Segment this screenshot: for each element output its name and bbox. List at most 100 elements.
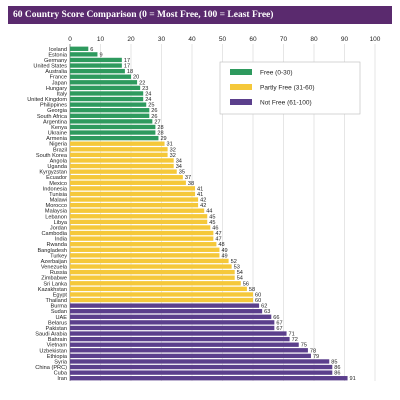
category-label: Sudan bbox=[51, 309, 67, 315]
data-label: 17 bbox=[124, 58, 130, 64]
category-label: Uzbekistan bbox=[39, 348, 67, 354]
bar bbox=[70, 96, 144, 102]
legend-swatch bbox=[230, 84, 252, 90]
data-label: 41 bbox=[197, 186, 203, 192]
category-label: Bahrain bbox=[48, 337, 67, 343]
category-label: United States bbox=[33, 64, 67, 70]
legend-label: Partly Free (31-60) bbox=[260, 84, 315, 91]
category-label: Kenya bbox=[51, 125, 68, 131]
data-label: 37 bbox=[185, 175, 191, 181]
bar bbox=[70, 191, 196, 197]
bar bbox=[70, 336, 290, 342]
bar bbox=[70, 141, 165, 146]
data-label: 60 bbox=[255, 298, 261, 304]
category-label: Lebanon bbox=[45, 214, 67, 220]
category-label: Syria bbox=[54, 359, 68, 365]
data-label: 52 bbox=[231, 259, 237, 265]
category-label: Mexico bbox=[49, 181, 67, 187]
category-label: Iran bbox=[57, 376, 67, 382]
tick-label: 70 bbox=[280, 36, 288, 43]
data-label: 38 bbox=[188, 181, 194, 187]
tick-label: 10 bbox=[97, 36, 105, 43]
bar bbox=[70, 202, 199, 208]
data-label: 35 bbox=[179, 170, 185, 176]
data-label: 26 bbox=[151, 114, 157, 120]
bar bbox=[70, 52, 98, 57]
legend-label: Free (0-30) bbox=[260, 69, 293, 76]
bar bbox=[70, 258, 229, 264]
bar bbox=[70, 91, 144, 96]
data-label: 25 bbox=[148, 103, 154, 109]
category-label: Malawi bbox=[50, 198, 67, 204]
bar bbox=[70, 135, 159, 141]
bar bbox=[70, 169, 177, 174]
chart-title: 60 Country Score Comparison (0 = Most Fr… bbox=[8, 6, 392, 24]
bar bbox=[70, 68, 125, 74]
data-label: 67 bbox=[276, 326, 282, 332]
bar bbox=[70, 158, 174, 163]
data-label: 24 bbox=[145, 91, 151, 97]
bar bbox=[70, 186, 196, 191]
bar bbox=[70, 85, 141, 91]
bar bbox=[70, 353, 311, 359]
category-label: Ethiopia bbox=[47, 354, 68, 360]
legend-swatch bbox=[230, 69, 252, 75]
category-label: South Korea bbox=[36, 153, 68, 159]
bar bbox=[70, 320, 275, 325]
bar bbox=[70, 281, 241, 286]
data-label: 24 bbox=[145, 97, 151, 103]
bar bbox=[70, 46, 89, 51]
bar bbox=[70, 348, 308, 353]
bar bbox=[70, 275, 235, 280]
bar bbox=[70, 80, 138, 85]
data-label: 54 bbox=[237, 276, 243, 282]
category-label: Ukraine bbox=[48, 131, 67, 137]
category-label: Indonesia bbox=[43, 186, 68, 192]
legend-swatch bbox=[230, 99, 252, 105]
category-label: Japan bbox=[52, 80, 67, 86]
category-label: China (PRC) bbox=[35, 365, 67, 371]
data-label: 53 bbox=[234, 265, 240, 271]
category-label: Cambodia bbox=[42, 231, 68, 237]
category-label: Nigeria bbox=[49, 142, 68, 148]
data-label: 63 bbox=[264, 309, 270, 315]
bar bbox=[70, 236, 214, 241]
data-label: 6 bbox=[90, 47, 93, 53]
category-label: Rwanda bbox=[46, 242, 67, 248]
category-label: Kazakhstan bbox=[38, 287, 67, 293]
country-labels: Iceland 6 Estonia 9 Germany 17 United States 17… bbox=[27, 47, 356, 382]
category-label: Australia bbox=[45, 69, 68, 75]
bar bbox=[70, 102, 147, 107]
bar bbox=[70, 292, 253, 297]
bar bbox=[70, 208, 205, 213]
bar bbox=[70, 331, 287, 336]
category-label: Argentina bbox=[43, 119, 68, 125]
bar bbox=[70, 230, 214, 236]
category-label: Malaysia bbox=[45, 209, 68, 215]
category-label: Cuba bbox=[54, 371, 68, 377]
category-label: Egypt bbox=[53, 292, 68, 298]
category-label: Georgia bbox=[47, 108, 68, 114]
bar bbox=[70, 175, 183, 180]
bar bbox=[70, 269, 235, 275]
data-label: 42 bbox=[200, 198, 206, 204]
category-label: France bbox=[50, 75, 67, 81]
category-label: Burma bbox=[51, 304, 68, 310]
category-label: Armenia bbox=[46, 136, 68, 142]
data-label: 32 bbox=[170, 147, 176, 153]
category-label: Libya bbox=[54, 220, 68, 226]
data-label: 26 bbox=[151, 108, 157, 114]
bar bbox=[70, 325, 275, 331]
category-label: Russia bbox=[50, 270, 68, 276]
category-label: Bangladesh bbox=[37, 248, 67, 254]
data-label: 20 bbox=[133, 75, 139, 81]
bar bbox=[70, 214, 208, 219]
data-label: 28 bbox=[157, 131, 163, 137]
data-label: 46 bbox=[212, 225, 218, 231]
data-label: 28 bbox=[157, 125, 163, 131]
data-label: 60 bbox=[255, 292, 261, 298]
data-label: 71 bbox=[289, 332, 295, 338]
bar bbox=[70, 163, 174, 169]
category-label: Turkey bbox=[50, 253, 67, 259]
